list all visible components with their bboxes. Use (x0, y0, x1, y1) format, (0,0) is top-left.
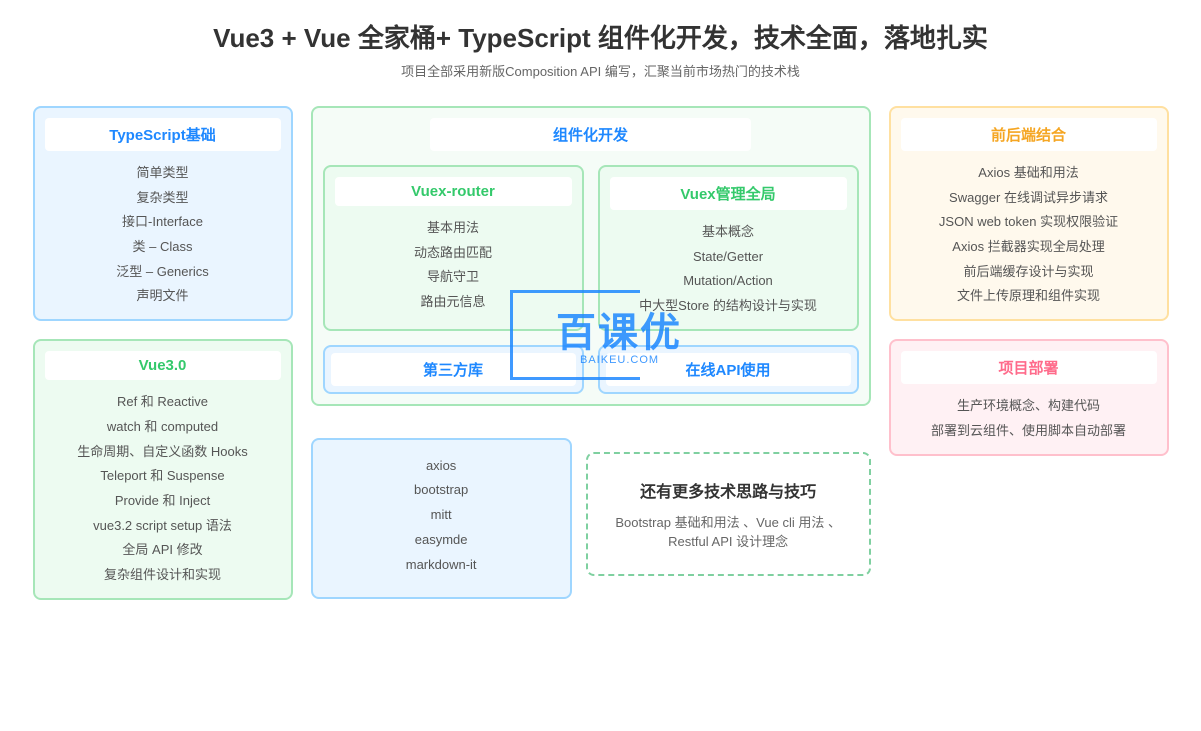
mid-row-header: 第三方库 在线API使用 (323, 345, 859, 394)
card-vue3: Vue3.0 Ref 和 Reactivewatch 和 computed生命周… (33, 339, 293, 600)
card-api-header: 在线API使用 (598, 345, 859, 394)
card-items-router: 基本用法动态路由匹配导航守卫路由元信息 (335, 216, 572, 315)
list-item: Swagger 在线调试异步请求 (901, 186, 1157, 211)
more-container: 还有更多技术思路与技巧 Bootstrap 基础和用法 、Vue cli 用法 … (586, 438, 871, 576)
list-item: axios (323, 454, 560, 479)
list-item: JSON web token 实现权限验证 (901, 210, 1157, 235)
card-items-lib: axiosbootstrapmitteasymdemarkdown-it (323, 454, 560, 577)
middle-column: 组件化开发 Vuex-router 基本用法动态路由匹配导航守卫路由元信息 Vu… (311, 106, 871, 600)
list-item: 接口-Interface (45, 210, 281, 235)
card-title-api: 在线API使用 (606, 353, 851, 386)
left-column: TypeScript基础 简单类型复杂类型接口-Interface类 – Cla… (33, 106, 293, 600)
card-typescript: TypeScript基础 简单类型复杂类型接口-Interface类 – Cla… (33, 106, 293, 321)
mid-row-top: Vuex-router 基本用法动态路由匹配导航守卫路由元信息 Vuex管理全局… (323, 165, 859, 331)
mid-wrapper: 组件化开发 Vuex-router 基本用法动态路由匹配导航守卫路由元信息 Vu… (311, 106, 871, 406)
card-items-typescript: 简单类型复杂类型接口-Interface类 – Class泛型 – Generi… (45, 161, 281, 309)
card-items-vue3: Ref 和 Reactivewatch 和 computed生命周期、自定义函数… (45, 390, 281, 588)
card-lib-header: 第三方库 (323, 345, 584, 394)
content-grid: TypeScript基础 简单类型复杂类型接口-Interface类 – Cla… (0, 88, 1201, 600)
card-items-deploy: 生产环境概念、构建代码部署到云组件、使用脚本自动部署 (901, 394, 1157, 443)
card-title-vue3: Vue3.0 (45, 351, 281, 380)
list-item: 生产环境概念、构建代码 (901, 394, 1157, 419)
list-item: 动态路由匹配 (335, 241, 572, 266)
page-header: Vue3 + Vue 全家桶+ TypeScript 组件化开发，技术全面，落地… (0, 0, 1201, 88)
list-item: 声明文件 (45, 284, 281, 309)
list-item: 文件上传原理和组件实现 (901, 284, 1157, 309)
list-item: 部署到云组件、使用脚本自动部署 (901, 419, 1157, 444)
page-title: Vue3 + Vue 全家桶+ TypeScript 组件化开发，技术全面，落地… (0, 18, 1201, 55)
card-title-frontback: 前后端结合 (901, 118, 1157, 151)
mid-bottom-row: axiosbootstrapmitteasymdemarkdown-it 还有更… (311, 438, 871, 599)
list-item: 泛型 – Generics (45, 260, 281, 285)
list-item: 复杂组件设计和实现 (45, 563, 281, 588)
list-item: vue3.2 script setup 语法 (45, 514, 281, 539)
page-subtitle: 项目全部采用新版Composition API 编写，汇聚当前市场热门的技术栈 (0, 61, 1201, 80)
mid-top-title: 组件化开发 (430, 118, 752, 151)
card-vuex: Vuex管理全局 基本概念State/GetterMutation/Action… (598, 165, 859, 331)
list-item: 生命周期、自定义函数 Hooks (45, 440, 281, 465)
list-item: 全局 API 修改 (45, 538, 281, 563)
card-title-deploy: 项目部署 (901, 351, 1157, 384)
card-items-frontback: Axios 基础和用法Swagger 在线调试异步请求JSON web toke… (901, 161, 1157, 309)
list-item: Axios 拦截器实现全局处理 (901, 235, 1157, 260)
list-item: 简单类型 (45, 161, 281, 186)
more-title: 还有更多技术思路与技巧 (606, 478, 851, 502)
more-subtitle: Bootstrap 基础和用法 、Vue cli 用法 、Restful API… (606, 512, 851, 550)
list-item: 基本用法 (335, 216, 572, 241)
card-lib-items: axiosbootstrapmitteasymdemarkdown-it (311, 438, 572, 599)
list-item: 复杂类型 (45, 186, 281, 211)
card-title-vuex: Vuex管理全局 (610, 177, 847, 210)
list-item: Mutation/Action (610, 269, 847, 294)
card-frontback: 前后端结合 Axios 基础和用法Swagger 在线调试异步请求JSON we… (889, 106, 1169, 321)
card-items-vuex: 基本概念State/GetterMutation/Action中大型Store … (610, 220, 847, 319)
list-item: Axios 基础和用法 (901, 161, 1157, 186)
card-router: Vuex-router 基本用法动态路由匹配导航守卫路由元信息 (323, 165, 584, 331)
list-item: Provide 和 Inject (45, 489, 281, 514)
list-item: 类 – Class (45, 235, 281, 260)
list-item: easymde (323, 528, 560, 553)
list-item: markdown-it (323, 553, 560, 578)
list-item: 基本概念 (610, 220, 847, 245)
more-box: 还有更多技术思路与技巧 Bootstrap 基础和用法 、Vue cli 用法 … (586, 452, 871, 576)
list-item: watch 和 computed (45, 415, 281, 440)
list-item: 导航守卫 (335, 265, 572, 290)
list-item: 路由元信息 (335, 290, 572, 315)
list-item: State/Getter (610, 245, 847, 270)
right-column: 前后端结合 Axios 基础和用法Swagger 在线调试异步请求JSON we… (889, 106, 1169, 600)
card-title-router: Vuex-router (335, 177, 572, 206)
list-item: Ref 和 Reactive (45, 390, 281, 415)
list-item: 前后端缓存设计与实现 (901, 260, 1157, 285)
list-item: 中大型Store 的结构设计与实现 (610, 294, 847, 319)
list-item: bootstrap (323, 478, 560, 503)
card-title-typescript: TypeScript基础 (45, 118, 281, 151)
card-title-lib: 第三方库 (331, 353, 576, 386)
list-item: Teleport 和 Suspense (45, 464, 281, 489)
list-item: mitt (323, 503, 560, 528)
card-deploy: 项目部署 生产环境概念、构建代码部署到云组件、使用脚本自动部署 (889, 339, 1169, 455)
